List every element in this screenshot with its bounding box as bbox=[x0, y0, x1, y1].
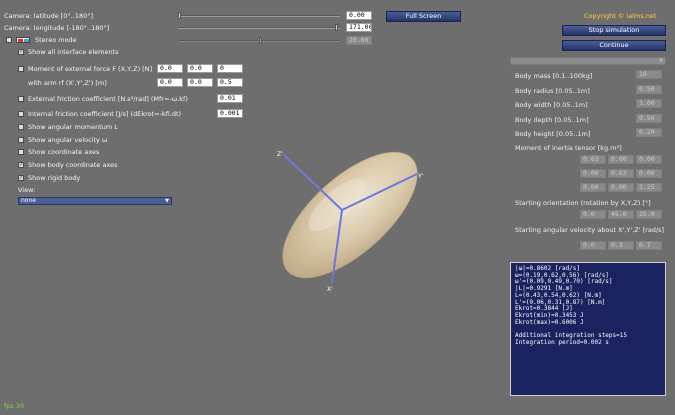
ext-friction-checkbox[interactable] bbox=[18, 96, 24, 102]
int-friction-input[interactable]: 0.001 bbox=[217, 109, 243, 118]
inertia-cell[interactable]: 0.00 bbox=[608, 155, 634, 164]
arm-z-input[interactable]: 0.5 bbox=[217, 78, 243, 87]
axis-x-line bbox=[331, 209, 343, 284]
body-mass-label: Body mass [0.1..100kg] bbox=[515, 72, 593, 80]
info-line: Ekrot(max)=0.6006 J bbox=[515, 318, 584, 326]
angvel-y-input[interactable]: 0.3 bbox=[608, 241, 634, 250]
body-height-input[interactable]: 0.20 bbox=[636, 128, 662, 137]
rigid-body-checkbox[interactable]: ✓ bbox=[18, 175, 24, 181]
body-radius-label: Body radius [0.05..1m] bbox=[515, 87, 590, 95]
stereo-glasses-icon bbox=[16, 37, 30, 43]
inertia-cell[interactable]: 0.00 bbox=[580, 183, 606, 192]
stereo-input[interactable]: 20.00 bbox=[346, 36, 372, 45]
axis-y-line bbox=[341, 173, 418, 211]
stereo-thumb[interactable] bbox=[259, 37, 262, 44]
int-friction-checkbox[interactable] bbox=[18, 111, 24, 117]
angular-momentum-label: Show angular momentum L bbox=[28, 123, 118, 131]
inertia-cell[interactable]: 0.00 bbox=[580, 169, 606, 178]
show-all-label: Show all interface elements bbox=[28, 48, 119, 56]
force-y-input[interactable]: 0.0 bbox=[187, 64, 213, 73]
body-height-label: Body height [0.05..1m] bbox=[515, 130, 591, 138]
arm-label: with arm rf (X',Y',Z') [m] bbox=[28, 79, 107, 87]
axis-z-label: Z' bbox=[277, 151, 283, 158]
info-line: Additional integration steps=15 bbox=[515, 332, 627, 340]
inertia-cell[interactable]: 0.00 bbox=[636, 169, 662, 178]
inertia-cell[interactable]: 0.00 bbox=[636, 155, 662, 164]
info-line: L=(0.43,0.54,0.62) [N.m] bbox=[515, 291, 602, 299]
arm-y-input[interactable]: 0.0 bbox=[187, 78, 213, 87]
angvel-z-input[interactable]: 0.7 bbox=[636, 241, 662, 250]
info-line: Ekrot=0.3844 [J] bbox=[515, 305, 573, 313]
camera-longitude-slider[interactable] bbox=[178, 27, 340, 29]
fps-counter: fps 30 bbox=[4, 402, 25, 410]
rigid-body-scene[interactable]: Z' Y' X' bbox=[255, 135, 445, 300]
axis-x-label: X' bbox=[327, 286, 333, 293]
axis-y-label: Y' bbox=[417, 173, 424, 180]
info-line: ω'=(0.09,0.49,0.70) [rad/s] bbox=[515, 278, 613, 286]
orientation-z-input[interactable]: 25.0 bbox=[636, 210, 662, 219]
arm-x-input[interactable]: 0.0 bbox=[157, 78, 183, 87]
angular-momentum-checkbox[interactable] bbox=[18, 124, 24, 130]
coordinate-axes-label: Show coordinate axes bbox=[28, 148, 100, 156]
body-radius-input[interactable]: 0.50 bbox=[636, 85, 662, 94]
inertia-label: Moment of inertia tensor [kg.m²] bbox=[515, 144, 622, 152]
camera-longitude-thumb[interactable] bbox=[335, 24, 338, 31]
rigid-body-disk bbox=[282, 151, 418, 279]
body-type-select[interactable]: ▼ bbox=[510, 57, 666, 65]
view-label: View: bbox=[18, 186, 36, 194]
inertia-cell[interactable]: 0.63 bbox=[608, 169, 634, 178]
camera-latitude-label: Camera: latitude [0°..180°] bbox=[4, 12, 94, 20]
body-axes-label: Show body coordinate axes bbox=[28, 161, 118, 169]
angvel-label: Starting angular velocity about X',Y',Z'… bbox=[515, 226, 665, 234]
info-line: L'=(0.06,0.31,0.87) [N.m] bbox=[515, 298, 606, 306]
angular-velocity-label: Show angular velocity ω bbox=[28, 136, 108, 144]
chevron-down-icon: ▼ bbox=[165, 198, 169, 204]
info-line: Integration period=0.002 s bbox=[515, 338, 609, 346]
orientation-x-input[interactable]: 0.0 bbox=[580, 210, 606, 219]
camera-latitude-input[interactable]: 0.00 bbox=[346, 11, 372, 20]
camera-latitude-thumb[interactable] bbox=[178, 12, 181, 19]
int-friction-label: Internal friction coefficient [J/s] (dEk… bbox=[28, 110, 182, 118]
moment-force-checkbox[interactable] bbox=[18, 66, 24, 72]
fullscreen-button[interactable]: Full Screen bbox=[386, 11, 461, 22]
moment-force-label: Moment of external force F (X,Y,Z) [N] bbox=[28, 65, 153, 73]
force-x-input[interactable]: 0.0 bbox=[157, 64, 183, 73]
inertia-cell[interactable]: 1.25 bbox=[636, 183, 662, 192]
body-mass-input[interactable]: 10 bbox=[636, 70, 662, 79]
coordinate-axes-checkbox[interactable] bbox=[18, 149, 24, 155]
body-width-label: Body width [0.05..1m] bbox=[515, 101, 588, 109]
force-z-input[interactable]: 0 bbox=[217, 64, 243, 73]
stereo-checkbox[interactable] bbox=[6, 37, 12, 43]
body-width-input[interactable]: 1.00 bbox=[636, 99, 662, 108]
ext-friction-label: External friction coefficient [N.s²/rad]… bbox=[28, 95, 188, 103]
copyright-text: Copyright © ialms.net bbox=[584, 12, 657, 20]
inertia-cell[interactable]: 0.63 bbox=[580, 155, 606, 164]
ext-friction-input[interactable]: 0.01 bbox=[217, 94, 243, 103]
stereo-label: Stereo mode bbox=[35, 36, 77, 44]
angular-velocity-checkbox[interactable] bbox=[18, 137, 24, 143]
view-select-value: none bbox=[21, 197, 36, 204]
simulation-info-panel: |ω|=0.8602 [rad/s] ω=(0.19,0.62,0.56) [r… bbox=[510, 262, 666, 396]
chevron-down-icon: ▼ bbox=[659, 58, 663, 64]
angvel-x-input[interactable]: 0.0 bbox=[580, 241, 606, 250]
stop-simulation-button[interactable]: Stop simulation bbox=[562, 25, 666, 36]
show-all-checkbox[interactable]: ✓ bbox=[18, 49, 24, 55]
info-line: |L|=0.9291 [N.m] bbox=[515, 285, 573, 293]
inertia-cell[interactable]: 0.00 bbox=[608, 183, 634, 192]
info-line: Ekrot(min)=0.3453 J bbox=[515, 311, 584, 319]
body-depth-label: Body depth [0.05..1m] bbox=[515, 116, 589, 124]
camera-latitude-slider[interactable] bbox=[178, 15, 340, 17]
orientation-y-input[interactable]: 45.0 bbox=[608, 210, 634, 219]
body-axes-checkbox[interactable]: ✓ bbox=[18, 162, 24, 168]
view-select[interactable]: none ▼ bbox=[18, 197, 172, 205]
axis-z-line bbox=[282, 153, 343, 211]
info-line: |ω|=0.8602 [rad/s] bbox=[515, 265, 581, 272]
orientation-label: Starting orientation (rotation by X,Y,Z)… bbox=[515, 199, 651, 207]
camera-longitude-input[interactable]: 171.00 bbox=[346, 23, 372, 32]
camera-longitude-label: Camera: longitude [-180°..180°] bbox=[4, 24, 110, 32]
info-line: ω=(0.19,0.62,0.56) [rad/s] bbox=[515, 271, 609, 279]
continue-button[interactable]: Continue bbox=[562, 40, 666, 51]
body-depth-input[interactable]: 0.50 bbox=[636, 114, 662, 123]
rigid-body-label: Show rigid body bbox=[28, 174, 81, 182]
